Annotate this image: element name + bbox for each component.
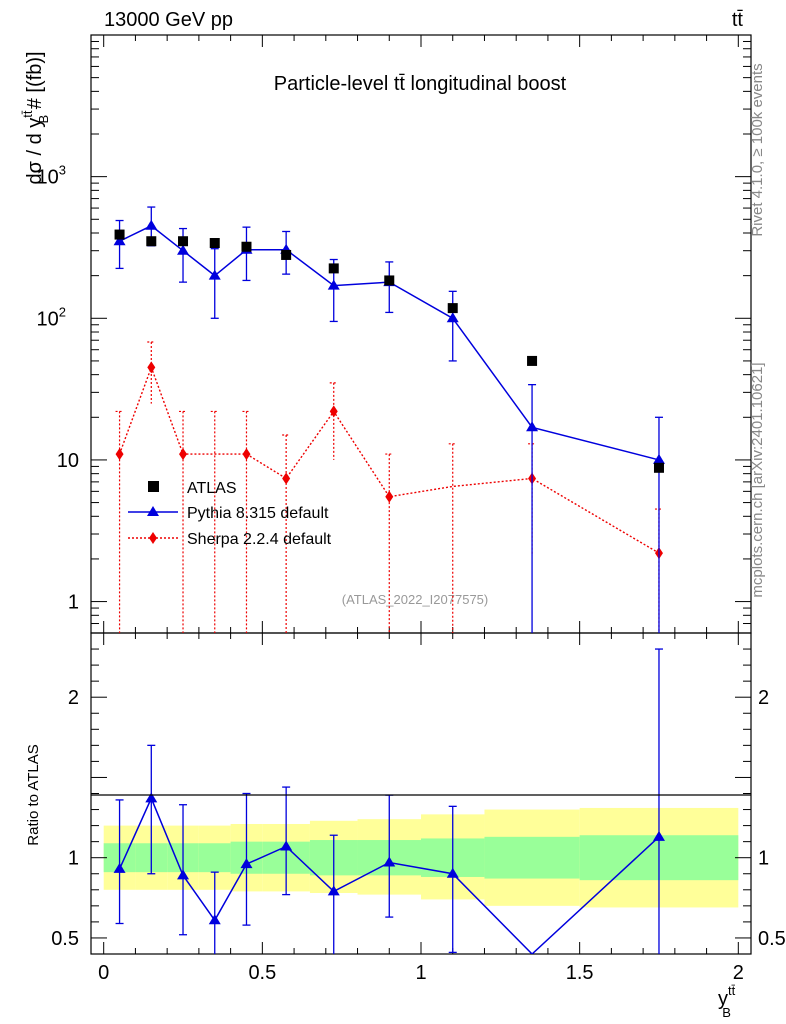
pythia-marker	[327, 279, 340, 290]
uncertainty-band-inner	[198, 843, 231, 873]
atlas-data-point	[653, 462, 664, 473]
sherpa-marker	[115, 448, 124, 461]
x-tick-label: 0	[98, 962, 109, 984]
process-label: tt̄	[732, 9, 744, 31]
ratio-y-axis-label: Ratio to ATLAS	[25, 744, 42, 845]
legend-pythia-marker	[147, 506, 159, 516]
pythia-marker	[177, 244, 190, 255]
atlas-data-point	[527, 355, 538, 366]
pythia-ratio-marker	[240, 858, 253, 869]
ratio-tick-label-right: 0.5	[758, 928, 786, 950]
atlas-data-point	[209, 238, 220, 249]
sherpa-marker	[385, 490, 394, 503]
pythia-ratio-marker	[177, 869, 190, 880]
ratio-tick-label: 2	[68, 687, 79, 709]
pythia-marker	[652, 453, 665, 464]
x-tick-label: 2	[733, 962, 744, 984]
mcplots-label: mcplots.cern.ch [arXiv:2401.10621]	[749, 362, 766, 597]
sherpa-marker	[179, 448, 188, 461]
pythia-ratio-marker	[446, 867, 459, 878]
x-tick-label: 1.5	[566, 962, 594, 984]
pythia-ratio-marker	[113, 862, 126, 873]
pythia-marker	[145, 219, 158, 230]
sherpa-marker	[329, 405, 338, 418]
energy-label: 13000 GeV pp	[104, 9, 233, 31]
sherpa-line	[118, 365, 660, 554]
ratio-tick-label: 0.5	[51, 928, 79, 950]
atlas-data-point	[447, 303, 458, 314]
pythia-ratio-marker	[208, 914, 221, 925]
ratio-tick-label: 1	[68, 848, 79, 870]
legend-pythia-label: Pythia 8.315 default	[187, 505, 329, 522]
ratio-tick-label-right: 2	[758, 687, 769, 709]
atlas-data-point	[114, 229, 125, 240]
analysis-id: (ATLAS_2022_I2077575)	[342, 592, 488, 607]
pythia-marker	[526, 421, 539, 432]
pythia-ratio-marker	[652, 830, 665, 841]
main-y-axis-label: dσ / d ytt̄B # [(fb)]	[20, 51, 51, 184]
legend-atlas-label: ATLAS	[187, 480, 237, 497]
pythia-marker	[446, 312, 459, 323]
pythia-ratio-marker	[327, 885, 340, 896]
x-tick-label: 0.5	[248, 962, 276, 984]
atlas-data-point	[328, 263, 339, 274]
legend-sherpa-label: Sherpa 2.2.4 default	[187, 531, 332, 548]
sherpa-marker	[147, 361, 156, 374]
atlas-data-point	[178, 236, 189, 247]
pythia-marker	[113, 235, 126, 246]
atlas-data-point	[384, 275, 395, 286]
uncertainty-band-inner	[484, 836, 580, 879]
pythia-ratio-marker	[280, 840, 293, 851]
chart-title: Particle-level tt̄ longitudinal boost	[274, 73, 567, 95]
pythia-ratio-marker	[383, 856, 396, 867]
y-tick-label: 10	[57, 450, 79, 472]
pythia-ratio-marker	[145, 792, 158, 803]
legend-atlas-marker	[148, 481, 159, 492]
rivet-version-label: Rivet 4.1.0, ≥ 100k events	[749, 63, 766, 236]
ratio-tick-label-right: 1	[758, 848, 769, 870]
sherpa-marker	[282, 472, 291, 485]
atlas-data-point	[241, 241, 252, 252]
atlas-data-point	[281, 249, 292, 260]
legend: ATLAS Pythia 8.315 default Sherpa 2.2.4 …	[128, 480, 332, 548]
x-tick-label: 1	[415, 962, 426, 984]
pythia-marker	[208, 269, 221, 280]
atlas-data-point	[146, 236, 157, 247]
sherpa-marker	[242, 448, 251, 461]
legend-sherpa-marker	[149, 532, 157, 544]
y-tick-label: 1	[68, 592, 79, 614]
